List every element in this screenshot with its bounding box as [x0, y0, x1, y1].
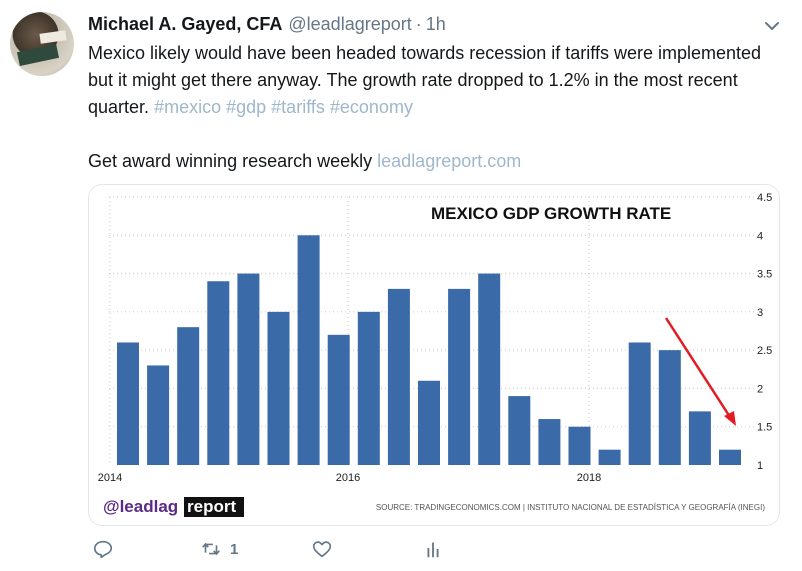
bar	[598, 449, 621, 465]
bar	[538, 419, 561, 465]
bar	[357, 311, 380, 465]
y-tick-label: 1	[757, 460, 763, 472]
gdp-chart: 1 1.5 2 2.5 3 3.5 4 4.5 2014 2016 2018 MEXICO GDP G…	[98, 192, 772, 517]
source-text: SOURCE: TRADINGECONOMICS.COM | INSTITUTO…	[376, 503, 765, 512]
hashtag[interactable]: #gdp	[226, 97, 267, 117]
y-tick-label: 2.5	[757, 345, 772, 357]
y-tick-label: 4	[757, 230, 763, 242]
x-tick-label: 2016	[336, 472, 360, 484]
bar	[448, 288, 471, 465]
logo-box	[184, 497, 244, 517]
bar	[387, 288, 410, 465]
y-tick-label: 3	[757, 307, 763, 319]
bar	[568, 426, 591, 465]
logo-text: @leadlag	[103, 497, 178, 516]
bar	[237, 273, 260, 465]
bar	[508, 396, 531, 465]
analytics-button[interactable]	[422, 538, 444, 560]
chevron-down-icon[interactable]	[762, 16, 782, 36]
arrow-head	[724, 411, 736, 426]
reply-icon	[93, 540, 113, 559]
bar	[327, 334, 350, 465]
chart-card[interactable]: 1 1.5 2 2.5 3 3.5 4 4.5 2014 2016 2018 MEXICO GDP G…	[88, 184, 780, 526]
y-tick-label: 3.5	[757, 269, 772, 281]
tweet-header: Michael A. Gayed, CFA @leadlagreport · 1…	[88, 14, 446, 38]
bar	[688, 411, 711, 465]
retweet-icon	[202, 542, 220, 556]
bar	[719, 449, 741, 465]
user-name[interactable]: Michael A. Gayed, CFA	[88, 14, 283, 34]
bar	[658, 350, 681, 465]
hashtag[interactable]: #economy	[329, 97, 413, 117]
bar	[177, 327, 200, 465]
retweet-button[interactable]: 1	[200, 538, 238, 560]
timestamp[interactable]: 1h	[425, 14, 446, 34]
arrow-line	[664, 317, 732, 418]
retweet-count: 1	[230, 540, 239, 558]
user-handle[interactable]: @leadlagreport	[288, 14, 412, 34]
x-tick-label: 2014	[98, 472, 122, 484]
tweet-body: Mexico likely would have been headed tow…	[88, 40, 788, 175]
promo-text: Get award winning research weekly	[88, 151, 373, 171]
logo-text: report	[187, 497, 236, 516]
y-tick-label: 1.5	[757, 422, 772, 434]
separator: ·	[415, 14, 422, 34]
bar	[628, 342, 651, 465]
bar	[207, 281, 230, 465]
tweet-text: Mexico likely would have been headed tow…	[88, 43, 762, 117]
bar	[478, 273, 501, 465]
hashtag[interactable]: #mexico	[154, 97, 222, 117]
hashtag[interactable]: #tariffs	[271, 97, 325, 117]
tweet-actions: 1	[88, 538, 788, 566]
promo-link[interactable]: leadlagreport.com	[377, 151, 522, 171]
bar	[297, 235, 320, 465]
x-tick-label: 2018	[577, 472, 601, 484]
y-tick-label: 4.5	[757, 192, 772, 204]
bar	[117, 342, 139, 465]
analytics-icon	[427, 542, 439, 558]
like-button[interactable]	[311, 538, 333, 560]
bar	[147, 365, 170, 465]
bar	[418, 380, 440, 465]
avatar[interactable]	[10, 12, 74, 76]
bar	[267, 311, 290, 465]
heart-icon	[312, 541, 332, 558]
chart-title: MEXICO GDP GROWTH RATE	[431, 204, 671, 223]
y-tick-label: 2	[757, 383, 763, 395]
reply-button[interactable]	[92, 538, 114, 560]
